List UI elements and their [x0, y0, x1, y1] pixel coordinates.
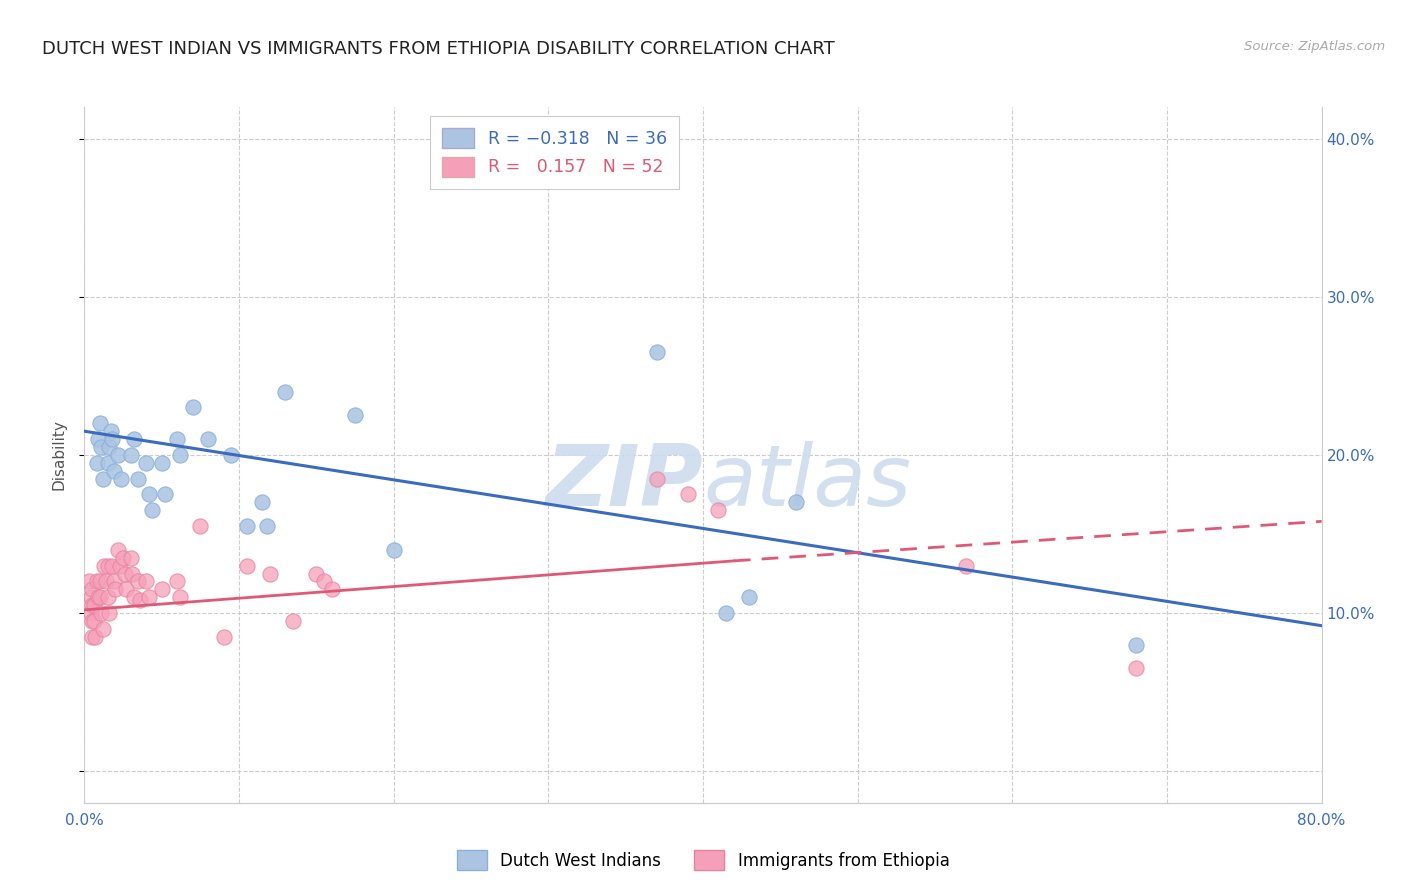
Point — [82, 614, 104, 628]
Point — [83, 614, 105, 628]
Point — [252, 495, 274, 509]
Point — [382, 542, 405, 557]
Point — [1125, 661, 1147, 675]
Point — [89, 417, 111, 431]
Point — [120, 550, 142, 565]
Point — [103, 574, 125, 589]
Point — [83, 598, 105, 612]
Point — [128, 472, 150, 486]
Point — [785, 495, 807, 509]
Point — [676, 487, 699, 501]
Point — [707, 503, 730, 517]
Legend: Dutch West Indians, Immigrants from Ethiopia: Dutch West Indians, Immigrants from Ethi… — [449, 842, 957, 878]
Point — [169, 591, 191, 605]
Point — [87, 591, 110, 605]
Point — [197, 432, 219, 446]
Point — [77, 574, 100, 589]
Point — [738, 591, 761, 605]
Point — [256, 519, 278, 533]
Point — [108, 558, 131, 573]
Point — [98, 606, 121, 620]
Point — [128, 574, 150, 589]
Point — [212, 630, 235, 644]
Point — [305, 566, 328, 581]
Point — [283, 614, 305, 628]
Point — [100, 424, 122, 438]
Point — [79, 591, 101, 605]
Point — [221, 448, 243, 462]
Point — [150, 582, 173, 597]
Point — [97, 456, 120, 470]
Point — [259, 566, 281, 581]
Point — [89, 591, 111, 605]
Point — [1125, 638, 1147, 652]
Point — [314, 574, 336, 589]
Point — [141, 503, 163, 517]
Point — [79, 606, 101, 620]
Point — [274, 384, 297, 399]
Point — [82, 598, 104, 612]
Point — [121, 566, 143, 581]
Point — [84, 630, 107, 644]
Point — [101, 558, 124, 573]
Point — [104, 582, 127, 597]
Text: Source: ZipAtlas.com: Source: ZipAtlas.com — [1244, 40, 1385, 54]
Point — [89, 574, 111, 589]
Text: atlas: atlas — [703, 442, 911, 524]
Point — [138, 487, 160, 501]
Point — [98, 440, 121, 454]
Point — [93, 558, 115, 573]
Point — [97, 591, 120, 605]
Point — [169, 448, 191, 462]
Point — [114, 566, 136, 581]
Point — [150, 456, 173, 470]
Point — [103, 464, 125, 478]
Point — [90, 440, 112, 454]
Point — [101, 432, 124, 446]
Point — [86, 574, 108, 589]
Point — [86, 456, 108, 470]
Point — [94, 574, 117, 589]
Point — [82, 582, 104, 597]
Point — [120, 448, 142, 462]
Point — [122, 432, 145, 446]
Point — [955, 558, 977, 573]
Point — [153, 487, 176, 501]
Point — [129, 593, 152, 607]
Point — [138, 591, 160, 605]
Point — [122, 591, 145, 605]
Point — [90, 606, 112, 620]
Point — [82, 630, 104, 644]
Point — [645, 345, 668, 359]
Point — [344, 409, 367, 423]
Point — [135, 456, 157, 470]
Point — [91, 622, 114, 636]
Text: ZIP: ZIP — [546, 442, 703, 524]
Point — [107, 542, 129, 557]
Point — [112, 550, 135, 565]
Point — [236, 519, 259, 533]
Point — [716, 606, 738, 620]
Point — [115, 582, 138, 597]
Point — [87, 432, 110, 446]
Point — [110, 472, 132, 486]
Point — [188, 519, 212, 533]
Point — [91, 472, 114, 486]
Point — [321, 582, 343, 597]
Point — [645, 472, 668, 486]
Y-axis label: Disability: Disability — [51, 419, 66, 491]
Text: DUTCH WEST INDIAN VS IMMIGRANTS FROM ETHIOPIA DISABILITY CORRELATION CHART: DUTCH WEST INDIAN VS IMMIGRANTS FROM ETH… — [42, 40, 835, 58]
Point — [166, 432, 188, 446]
Point — [236, 558, 259, 573]
Point — [97, 558, 120, 573]
Point — [135, 574, 157, 589]
Point — [107, 448, 129, 462]
Point — [181, 401, 204, 415]
Point — [166, 574, 188, 589]
